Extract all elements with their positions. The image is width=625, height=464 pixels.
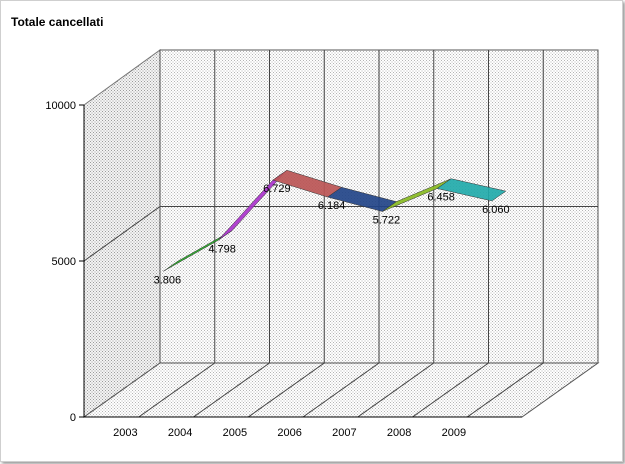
y-tick-label: 10000 (45, 100, 76, 112)
floor-grid-line (412, 362, 489, 418)
x-tick-label: 2009 (442, 427, 466, 439)
floor-grid-line (138, 362, 216, 418)
data-label: 6.458 (427, 192, 455, 204)
floor-grid-line (302, 362, 380, 418)
data-label: 6.729 (263, 183, 291, 195)
x-axis: 2003 2004 2005 2006 2007 2008 2009 (84, 416, 522, 439)
chart-walls (82, 49, 600, 418)
chart-title: Totale cancellati (11, 15, 104, 29)
data-label: 5.722 (373, 214, 401, 226)
data-labels: 3.806 4.798 6.729 6.184 5.722 6.458 6.060 (154, 183, 510, 286)
y-tick-label: 5000 (52, 256, 76, 268)
floor-grid-line (466, 362, 544, 418)
ribbon-segment (436, 178, 507, 202)
chart-grid (83, 50, 598, 418)
side-grid-line (83, 206, 161, 262)
data-ribbon (163, 169, 507, 272)
data-label: 4.798 (208, 243, 236, 255)
x-tick-label: 2004 (168, 427, 192, 439)
floor-grid-line (247, 362, 325, 418)
x-tick-label: 2003 (113, 427, 137, 439)
y-tick-label: 0 (70, 412, 76, 424)
x-tick-label: 2005 (223, 427, 247, 439)
x-tick-label: 2008 (387, 427, 411, 439)
x-tick-label: 2006 (277, 427, 301, 439)
x-tick-label: 2007 (332, 427, 356, 439)
data-label: 6.060 (482, 204, 510, 216)
floor-grid-line (357, 362, 435, 418)
data-label: 3.806 (154, 274, 182, 286)
data-label: 6.184 (318, 200, 346, 212)
floor-grid-line (193, 362, 270, 418)
y-axis: 0 5000 10000 (45, 100, 85, 424)
